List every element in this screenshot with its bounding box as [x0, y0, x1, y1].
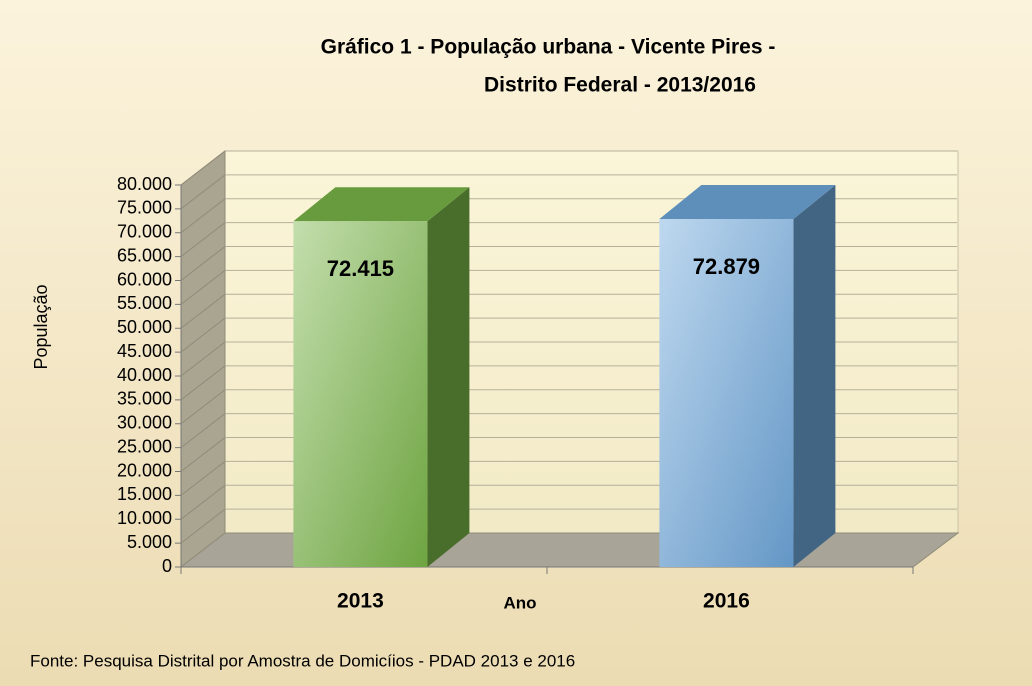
grid-line — [180, 317, 226, 353]
bar-top — [659, 185, 836, 220]
grid-line — [180, 269, 226, 305]
grid-line — [180, 293, 226, 329]
y-tick-label: 5.000 — [127, 532, 172, 552]
y-tick-label: 20.000 — [117, 460, 172, 480]
y-tick-label: 15.000 — [117, 484, 172, 504]
y-tick-label: 60.000 — [117, 269, 172, 289]
grid-line — [180, 341, 226, 377]
bar-side — [427, 187, 470, 567]
grid-line — [180, 246, 226, 281]
y-tick-label: 65.000 — [117, 245, 172, 265]
y-tick-label: 0 — [162, 556, 172, 576]
grid-line — [180, 413, 226, 449]
x-tick-label: 2013 — [337, 590, 384, 613]
bar-top — [293, 187, 470, 222]
x-tick-label: 2016 — [703, 590, 750, 613]
data-label: 72.879 — [693, 254, 760, 279]
grid-line — [180, 198, 226, 234]
grid-line — [180, 174, 226, 210]
y-tick-label: 80.000 — [117, 174, 172, 194]
chart-title: Gráfico 1 - População urbana - Vicente P… — [321, 36, 776, 59]
chart-title: Distrito Federal - 2013/2016 — [484, 74, 756, 97]
bar — [293, 221, 428, 567]
y-axis-title: População — [31, 284, 51, 369]
grid-line — [180, 222, 226, 258]
bar — [659, 219, 794, 567]
y-tick-label: 10.000 — [117, 508, 172, 528]
grid-line — [180, 460, 226, 496]
data-label: 72.415 — [327, 256, 394, 281]
grid-line — [180, 389, 226, 425]
grid-line — [180, 365, 226, 401]
y-tick-label: 30.000 — [117, 413, 172, 433]
y-tick-label: 40.000 — [117, 365, 172, 385]
y-tick-label: 50.000 — [117, 317, 172, 337]
grid-line — [180, 508, 226, 544]
y-tick-label: 55.000 — [117, 293, 172, 313]
y-tick-label: 70.000 — [117, 222, 172, 242]
x-axis-title: Ano — [503, 593, 536, 612]
y-tick-label: 35.000 — [117, 389, 172, 409]
bar-side — [793, 185, 836, 567]
y-tick-label: 45.000 — [117, 341, 172, 361]
grid-line — [180, 150, 226, 186]
grid-line — [180, 484, 226, 520]
y-tick-label: 75.000 — [117, 198, 172, 218]
y-tick-label: 25.000 — [117, 436, 172, 456]
grid-line — [180, 437, 226, 472]
source-note: Fonte: Pesquisa Distrital por Amostra de… — [30, 651, 575, 670]
